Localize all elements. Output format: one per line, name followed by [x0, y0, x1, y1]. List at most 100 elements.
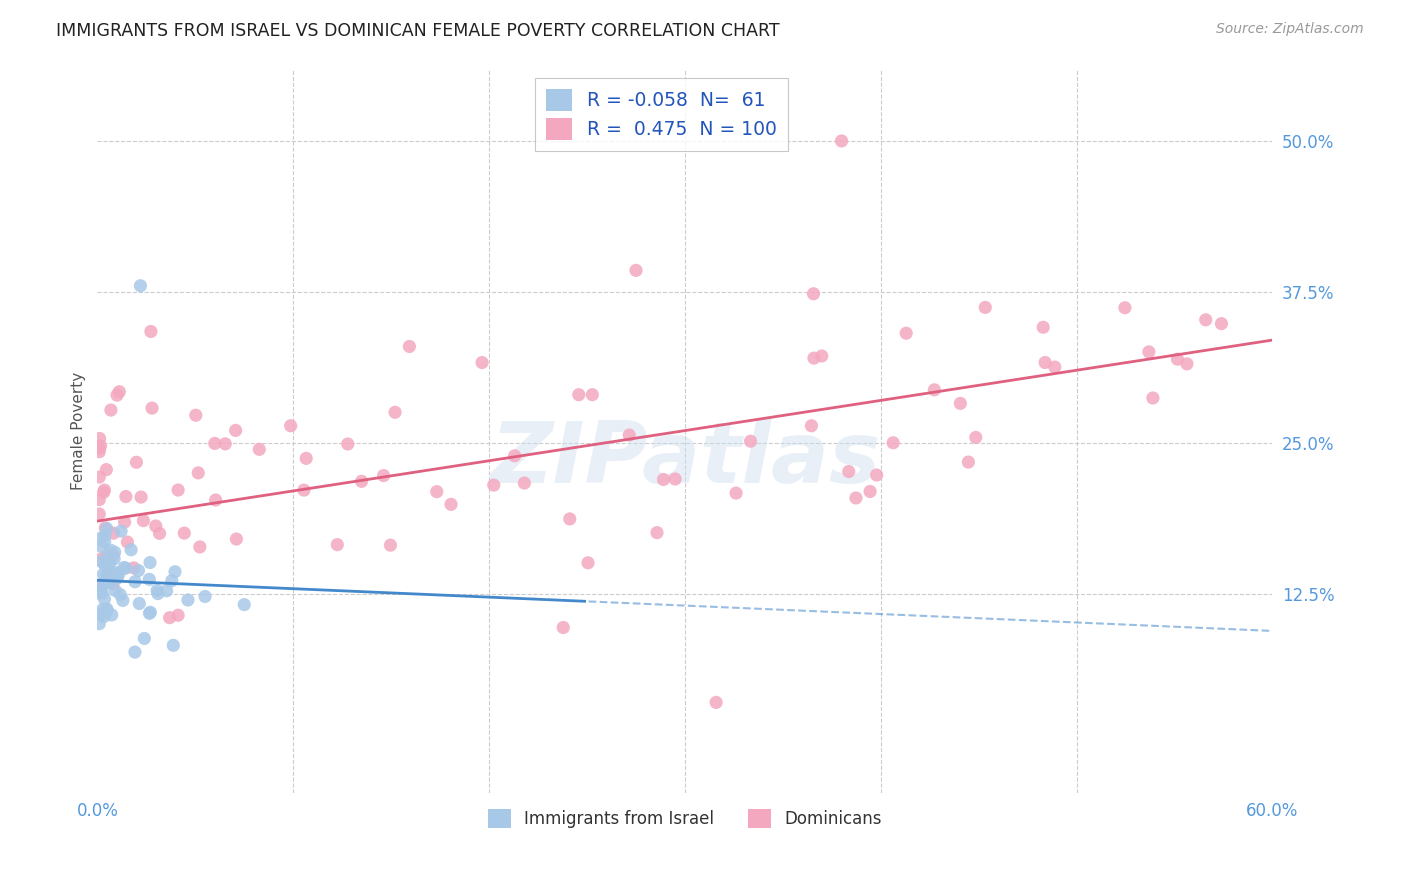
Point: [965, 430, 987, 444]
Point: [957, 455, 980, 469]
Point: [803, 351, 825, 365]
Point: [619, 428, 641, 442]
Point: [373, 468, 395, 483]
Point: [553, 620, 575, 634]
Point: [704, 695, 727, 709]
Point: [803, 286, 825, 301]
Point: [471, 355, 494, 369]
Point: [810, 349, 832, 363]
Point: [90, 607, 112, 621]
Point: [90, 582, 112, 597]
Point: [145, 519, 167, 533]
Point: [89, 532, 111, 546]
Point: [233, 598, 256, 612]
Point: [110, 588, 132, 602]
Point: [576, 556, 599, 570]
Point: [101, 577, 124, 591]
Point: [93, 558, 115, 572]
Point: [91, 567, 114, 582]
Y-axis label: Female Poverty: Female Poverty: [72, 371, 86, 490]
Point: [380, 538, 402, 552]
Point: [108, 384, 131, 399]
Point: [100, 543, 122, 558]
Point: [97, 563, 120, 577]
Point: [1175, 357, 1198, 371]
Point: [503, 449, 526, 463]
Point: [128, 597, 150, 611]
Point: [838, 465, 860, 479]
Point: [645, 525, 668, 540]
Point: [105, 566, 128, 580]
Point: [139, 325, 162, 339]
Point: [96, 568, 118, 582]
Point: [89, 586, 111, 600]
Point: [831, 134, 853, 148]
Point: [105, 388, 128, 402]
Point: [94, 528, 117, 542]
Point: [924, 383, 946, 397]
Point: [139, 556, 162, 570]
Point: [1166, 352, 1188, 367]
Point: [1114, 301, 1136, 315]
Text: ZIPatlas: ZIPatlas: [489, 418, 880, 501]
Point: [652, 473, 675, 487]
Point: [98, 556, 121, 570]
Point: [173, 526, 195, 541]
Point: [624, 263, 647, 277]
Point: [93, 534, 115, 549]
Point: [426, 484, 449, 499]
Point: [125, 455, 148, 469]
Point: [740, 434, 762, 449]
Point: [146, 586, 169, 600]
Point: [90, 555, 112, 569]
Point: [1033, 355, 1056, 369]
Point: [167, 483, 190, 497]
Point: [398, 339, 420, 353]
Point: [89, 441, 111, 455]
Point: [162, 638, 184, 652]
Point: [93, 485, 115, 500]
Point: [482, 478, 505, 492]
Point: [115, 490, 138, 504]
Point: [1137, 344, 1160, 359]
Point: [225, 532, 247, 546]
Point: [117, 535, 139, 549]
Point: [148, 526, 170, 541]
Point: [96, 557, 118, 571]
Point: [124, 574, 146, 589]
Point: [96, 575, 118, 590]
Point: [138, 607, 160, 621]
Point: [132, 514, 155, 528]
Point: [295, 451, 318, 466]
Point: [97, 566, 120, 581]
Point: [156, 583, 179, 598]
Text: IMMIGRANTS FROM ISRAEL VS DOMINICAN FEMALE POVERTY CORRELATION CHART: IMMIGRANTS FROM ISRAEL VS DOMINICAN FEMA…: [56, 22, 780, 40]
Point: [146, 583, 169, 598]
Point: [204, 436, 226, 450]
Point: [1142, 391, 1164, 405]
Point: [664, 472, 686, 486]
Point: [89, 507, 111, 521]
Point: [91, 586, 114, 600]
Point: [122, 561, 145, 575]
Point: [111, 593, 134, 607]
Point: [896, 326, 918, 341]
Point: [163, 565, 186, 579]
Point: [89, 470, 111, 484]
Point: [110, 524, 132, 538]
Point: [225, 424, 247, 438]
Point: [89, 616, 111, 631]
Point: [882, 435, 904, 450]
Point: [1032, 320, 1054, 334]
Point: [160, 574, 183, 588]
Point: [96, 549, 118, 564]
Point: [568, 388, 591, 402]
Point: [112, 560, 135, 574]
Text: Source: ZipAtlas.com: Source: ZipAtlas.com: [1216, 22, 1364, 37]
Point: [581, 387, 603, 401]
Point: [214, 437, 236, 451]
Point: [124, 645, 146, 659]
Point: [93, 609, 115, 624]
Point: [96, 602, 118, 616]
Point: [89, 492, 111, 507]
